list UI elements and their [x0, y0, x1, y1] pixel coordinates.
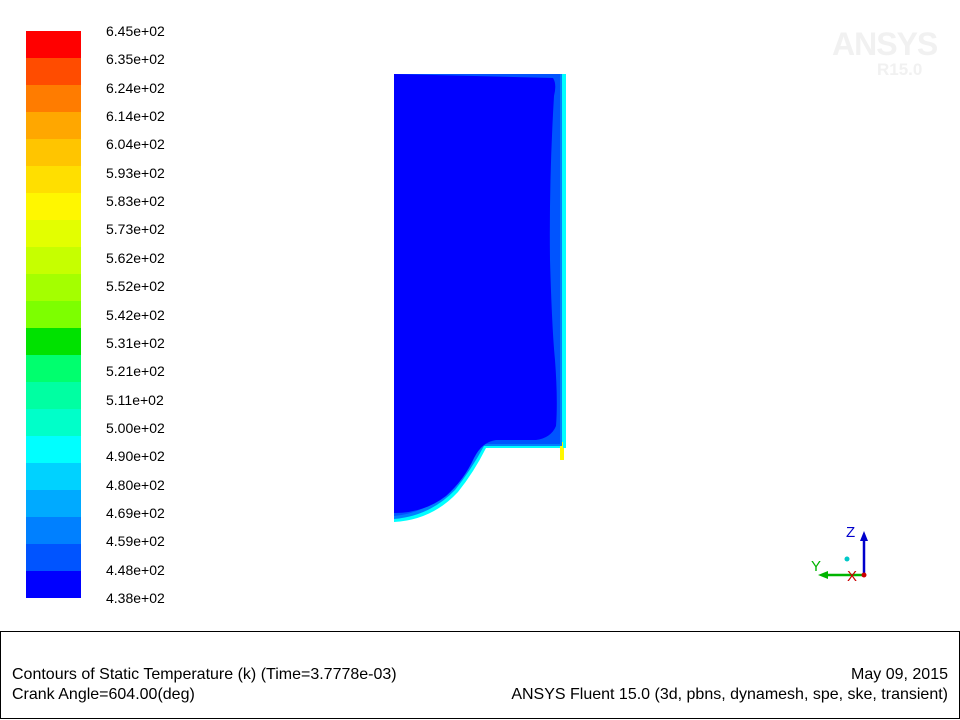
colorbar-tick-label: 5.62e+02 — [106, 249, 165, 266]
solver-info: ANSYS Fluent 15.0 (3d, pbns, dynamesh, s… — [511, 686, 948, 703]
contour-band-hot-edge — [560, 442, 564, 460]
contour-band-core — [394, 74, 557, 513]
colorbar-swatch — [26, 544, 81, 571]
colorbar-tick-label: 6.45e+02 — [106, 23, 165, 39]
colorbar-swatch — [26, 85, 81, 112]
colorbar-swatch — [26, 301, 81, 328]
colorbar-tick-label: 5.11e+02 — [106, 391, 164, 408]
temperature-field — [394, 74, 566, 522]
contour-plot — [394, 74, 566, 522]
ansys-watermark-version: R15.0 — [877, 60, 923, 79]
colorbar-tick-label: 6.14e+02 — [106, 108, 165, 125]
y-axis-label: Y — [811, 558, 821, 575]
colorbar-tick-label: 4.69e+02 — [106, 504, 165, 521]
colorbar-swatch — [26, 193, 81, 220]
colorbar-tick-label: 5.93e+02 — [106, 164, 165, 181]
colorbar-swatch — [26, 382, 81, 409]
colorbar-tick-label: 5.31e+02 — [106, 334, 165, 351]
colorbar-swatch — [26, 571, 81, 598]
colorbar-swatch — [26, 355, 81, 382]
colorbar-tick-label: 5.21e+02 — [106, 363, 165, 380]
origin-marker — [844, 556, 850, 562]
colorbar — [26, 31, 81, 598]
colorbar-swatch — [26, 517, 81, 544]
colorbar-swatch — [26, 328, 81, 355]
colorbar-tick-label: 6.24e+02 — [106, 79, 165, 96]
x-axis-dot — [861, 572, 867, 578]
colorbar-swatch — [26, 490, 81, 517]
x-axis-label: X — [847, 568, 857, 585]
plot-title: Contours of Static Temperature (k) (Time… — [12, 666, 397, 683]
ansys-watermark-logo: ANSYS — [832, 26, 938, 62]
colorbar-tick-label: 5.83e+02 — [106, 193, 165, 210]
colorbar-tick-label: 4.48e+02 — [106, 561, 165, 578]
info-box: Contours of Static Temperature (k) (Time… — [0, 631, 960, 719]
colorbar-swatch — [26, 463, 81, 490]
colorbar-tick-label: 4.80e+02 — [106, 476, 165, 493]
colorbar-tick-label: 4.59e+02 — [106, 533, 165, 550]
y-axis-arrowhead — [818, 571, 828, 579]
colorbar-tick-label: 5.42e+02 — [106, 306, 165, 323]
colorbar-tick-label: 4.90e+02 — [106, 448, 165, 465]
crank-angle: Crank Angle=604.00(deg) — [12, 686, 195, 703]
colorbar-swatch — [26, 436, 81, 463]
z-axis-arrowhead — [860, 531, 868, 541]
colorbar-swatch — [26, 58, 81, 85]
plot-date: May 09, 2015 — [851, 666, 948, 683]
z-axis-label: Z — [846, 524, 855, 541]
colorbar-swatch — [26, 220, 81, 247]
colorbar-swatch — [26, 247, 81, 274]
contour-band-hot-edge-2 — [563, 74, 566, 448]
colorbar-swatch — [26, 31, 81, 58]
colorbar-swatch — [26, 274, 81, 301]
colorbar-tick-label: 6.35e+02 — [106, 51, 165, 68]
colorbar-tick-label: 5.52e+02 — [106, 278, 165, 295]
axis-triad: Z Y X — [811, 524, 868, 585]
colorbar-swatch — [26, 112, 81, 139]
colorbar-tick-label: 5.73e+02 — [106, 221, 165, 238]
colorbar-swatch — [26, 166, 81, 193]
colorbar-tick-label: 5.00e+02 — [106, 419, 165, 436]
colorbar-tick-label: 4.38e+02 — [106, 590, 165, 606]
colorbar-tick-label: 6.04e+02 — [106, 136, 165, 153]
colorbar-swatch — [26, 409, 81, 436]
colorbar-swatch — [26, 139, 81, 166]
